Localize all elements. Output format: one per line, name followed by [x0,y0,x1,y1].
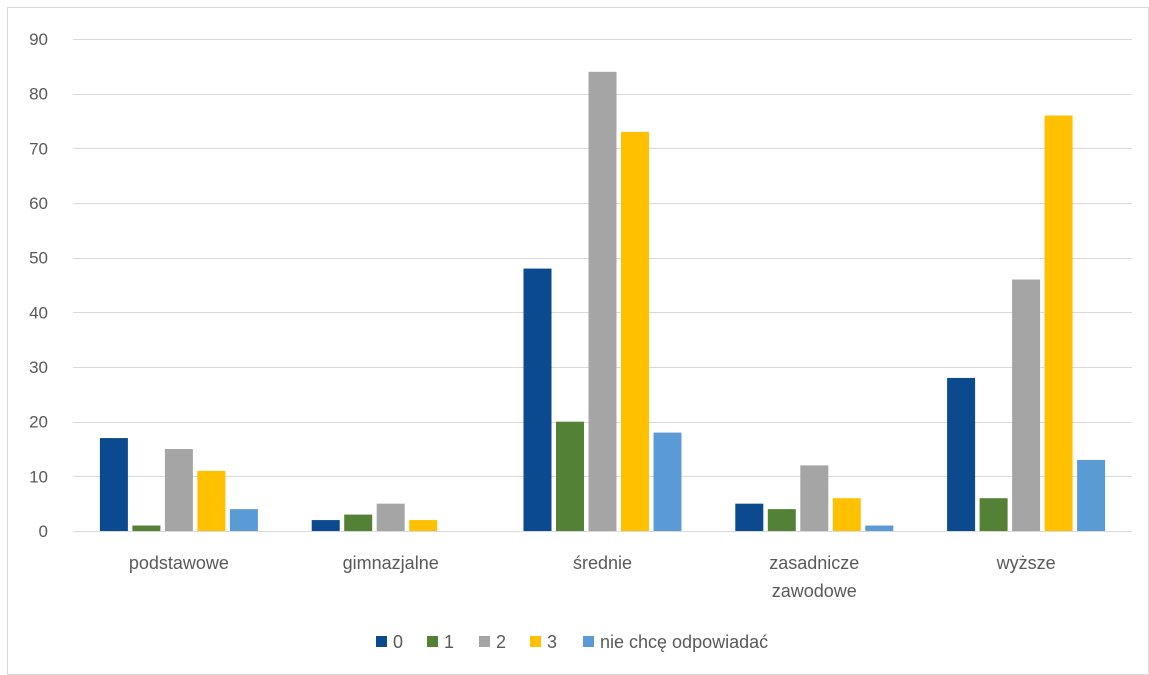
legend-label: 3 [547,632,557,652]
legend-label: 2 [496,632,506,652]
bar [767,509,796,531]
y-tick-label: 60 [29,194,48,213]
bar [556,421,584,531]
x-tick-label: zawodowe [772,581,857,601]
y-tick-label: 90 [29,30,48,49]
x-tick-label: gimnazjalne [343,553,439,573]
y-tick-label: 50 [29,249,48,268]
bar [197,470,226,531]
bar [1044,115,1073,531]
x-axis-tick-labels: podstawowe gimnazjalne średnie zasadnicze za… [129,553,1056,601]
y-tick-label: 70 [29,139,48,158]
x-tick-label: podstawowe [129,553,229,573]
bar [979,498,1008,531]
bar [865,525,894,531]
bar [523,268,552,531]
legend-swatch [376,636,387,647]
bar [832,498,861,531]
bar [1012,279,1041,531]
bar [800,465,829,531]
bar [409,520,438,531]
y-tick-label: 20 [29,413,48,432]
bar [588,71,617,532]
x-tick-label: wyższe [996,553,1056,573]
legend-swatch [427,636,438,647]
bar [311,520,340,531]
bar [621,131,649,531]
y-tick-label: 10 [29,467,48,486]
x-tick-label: zasadnicze [769,553,859,573]
bar [1077,459,1106,531]
y-tick-label: 40 [29,303,48,322]
legend-swatch [530,636,541,647]
legend-swatch [479,636,490,647]
bar [735,503,764,531]
bar [99,438,128,531]
y-tick-label: 30 [29,358,48,377]
bar [344,514,373,531]
bar [229,509,258,531]
legend-label: 1 [444,632,454,652]
bar [947,377,976,531]
bar [376,503,405,531]
chart-border [7,7,1149,675]
y-axis-tick-labels: 0 10 20 30 40 50 60 70 80 90 [29,30,48,541]
y-tick-label: 0 [39,522,48,541]
legend-label: nie chcę odpowiadać [600,632,768,652]
bar [653,432,682,531]
legend-swatch [583,636,594,647]
bar [132,525,161,531]
bar [164,449,193,531]
x-tick-label: średnie [573,553,632,573]
y-tick-label: 80 [29,85,48,104]
legend: 0 1 2 3 nie chcę odpowiadać [376,632,768,652]
legend-label: 0 [393,632,403,652]
bars [99,71,1106,532]
